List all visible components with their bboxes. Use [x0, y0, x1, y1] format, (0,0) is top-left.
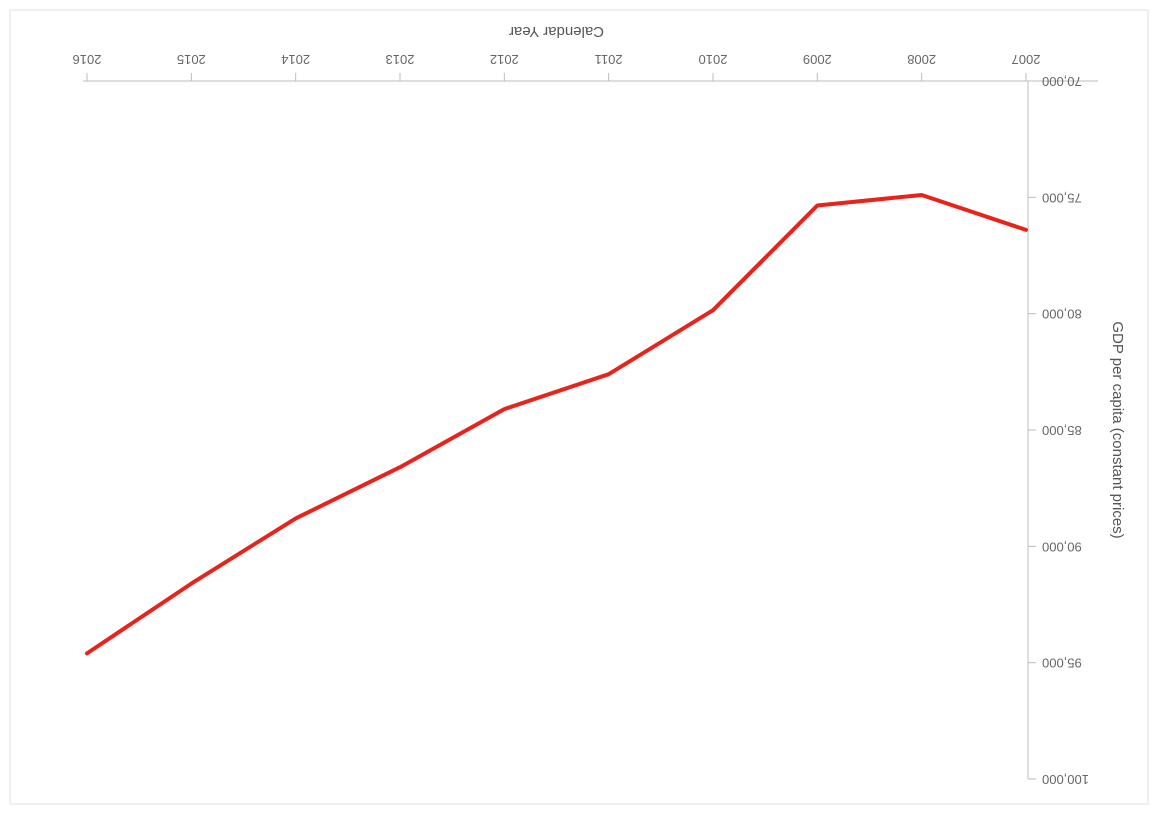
y-tick-label: 90,000	[1042, 539, 1082, 554]
x-tick-label: 2015	[177, 52, 206, 67]
x-tick-label: 2010	[699, 52, 728, 67]
y-tick-label: 100,000	[1042, 772, 1089, 787]
x-tick-label: 2016	[73, 52, 102, 67]
y-tick-label: 70,000	[1042, 74, 1082, 89]
y-tick-label: 95,000	[1042, 656, 1082, 671]
y-axis-title: GDP per capita (constant prices)	[1109, 321, 1126, 538]
x-axis-ticks: 2007 2008 2009 2010 2011 2012 2013 2014 2015 2016	[73, 52, 1041, 81]
x-tick-label: 2007	[1012, 52, 1041, 67]
series-line	[85, 193, 1028, 656]
y-tick-label: 80,000	[1042, 307, 1082, 322]
x-tick-label: 2014	[281, 52, 310, 67]
y-tick-label: 75,000	[1042, 190, 1082, 205]
y-tick-label: 85,000	[1042, 423, 1082, 438]
chart-border	[9, 9, 1149, 805]
y-axis-ticks: 70,000 75,000 80,000 85,000 90,000 95,000 100,…	[1028, 74, 1089, 787]
x-axis-title: Calendar Year	[509, 23, 604, 40]
x-tick-label: 2013	[386, 52, 415, 67]
x-tick-label: 2011	[595, 52, 623, 67]
plot-group: 2007 2008 2009 2010 2011 2012 2013 2014 2015 2016…	[73, 23, 1126, 787]
x-tick-label: 2012	[490, 52, 519, 67]
x-tick-label: 2009	[803, 52, 832, 67]
x-tick-label: 2008	[907, 52, 936, 67]
